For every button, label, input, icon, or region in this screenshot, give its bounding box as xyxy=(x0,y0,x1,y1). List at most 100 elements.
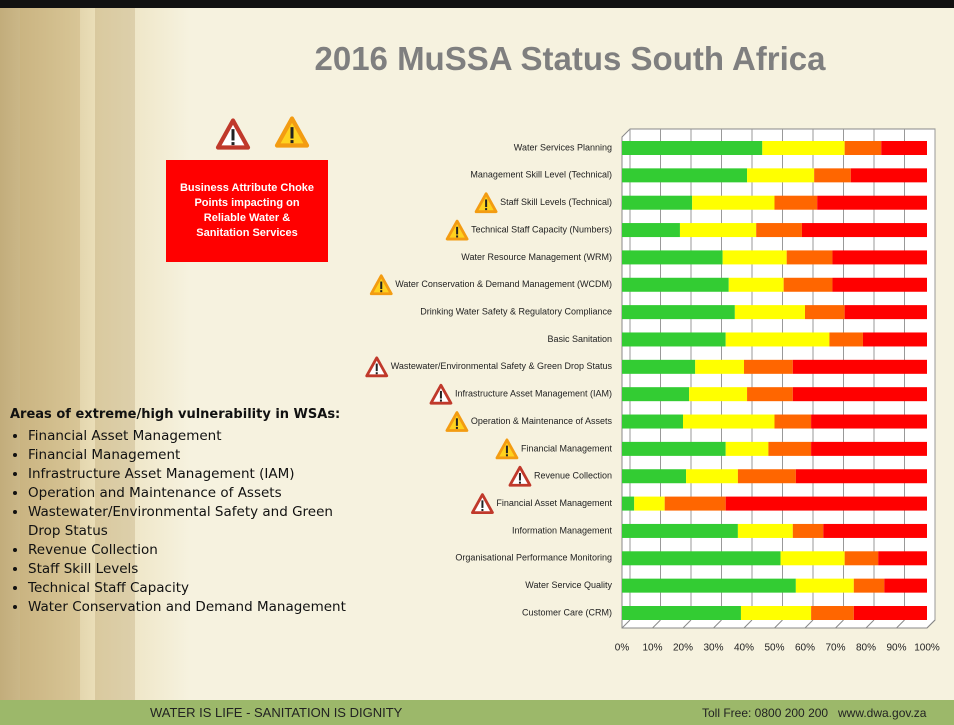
y-tick-label: Financial Asset Management xyxy=(496,498,612,508)
slogan: WATER IS LIFE - SANITATION IS DIGNITY xyxy=(150,705,402,720)
bar-segment xyxy=(823,524,927,538)
bar-segment xyxy=(738,524,793,538)
bar-segment xyxy=(832,278,927,292)
bar-segment xyxy=(814,168,851,182)
bar-segment xyxy=(622,415,683,429)
warning-icon xyxy=(506,454,508,456)
bar-segment xyxy=(723,250,787,264)
y-tick-label: Water Resource Management (WRM) xyxy=(461,252,612,262)
warning-icon xyxy=(456,418,458,426)
bar-segment xyxy=(756,223,802,237)
bar-segment xyxy=(735,305,805,319)
bar-segment xyxy=(802,223,927,237)
bar-segment xyxy=(793,360,927,374)
warning-icon xyxy=(456,427,458,429)
x-tick-label: 40% xyxy=(734,643,754,654)
bar-segment xyxy=(726,497,927,511)
bar-segment xyxy=(726,332,830,346)
bar-segment xyxy=(881,141,927,155)
bar-segment xyxy=(878,551,927,565)
x-tick-label: 90% xyxy=(886,643,906,654)
x-tick-label: 70% xyxy=(825,643,845,654)
warning-icon xyxy=(481,509,483,511)
y-tick-label: Infrastructure Asset Management (IAM) xyxy=(455,389,612,399)
bar-segment xyxy=(768,442,811,456)
bar-segment xyxy=(845,141,882,155)
bar-segment xyxy=(762,141,844,155)
warning-icon xyxy=(376,372,378,374)
x-tick-label: 100% xyxy=(914,643,940,654)
bar-segment xyxy=(796,469,927,483)
bar-segment xyxy=(817,196,927,210)
bar-segment xyxy=(622,305,735,319)
bar-segment xyxy=(726,442,769,456)
x-tick-label: 0% xyxy=(615,643,630,654)
bar-segment xyxy=(811,606,854,620)
bar-segment xyxy=(747,168,814,182)
bar-segment xyxy=(622,442,726,456)
list-item: Technical Staff Capacity xyxy=(28,579,355,598)
warning-icon xyxy=(506,446,508,454)
bar-segment xyxy=(738,469,796,483)
bar-segment xyxy=(729,278,784,292)
y-tick-label: Water Service Quality xyxy=(525,580,612,590)
y-tick-label: Staff Skill Levels (Technical) xyxy=(500,197,612,207)
warning-icon xyxy=(380,282,382,290)
x-tick-label: 50% xyxy=(764,643,784,654)
list-item: Financial Asset Management xyxy=(28,427,355,446)
y-tick-label: Information Management xyxy=(512,525,613,535)
bar-segment xyxy=(695,360,744,374)
bar-segment xyxy=(622,250,723,264)
warning-icon xyxy=(440,400,442,402)
bar-segment xyxy=(622,332,726,346)
bar-segment xyxy=(689,387,747,401)
bar-segment xyxy=(793,524,824,538)
bar-segment xyxy=(811,442,927,456)
phone: Toll Free: 0800 200 200 xyxy=(702,706,828,720)
warning-icon xyxy=(456,235,458,237)
bar-segment xyxy=(775,196,818,210)
warning-icon xyxy=(291,127,294,138)
x-tick-label: 10% xyxy=(642,643,662,654)
y-tick-label: Wastewater/Environmental Safety & Green … xyxy=(391,361,613,371)
bar-segment xyxy=(793,387,927,401)
bar-segment xyxy=(741,606,811,620)
x-tick-label: 80% xyxy=(856,643,876,654)
bar-segment xyxy=(686,469,738,483)
warning-icon xyxy=(376,364,378,372)
warning-icon xyxy=(232,129,235,140)
top-border xyxy=(0,0,954,8)
bar-segment xyxy=(622,141,762,155)
bar-segment xyxy=(622,551,781,565)
list-item: Revenue Collection xyxy=(28,541,355,560)
x-tick-label: 20% xyxy=(673,643,693,654)
footer: WATER IS LIFE - SANITATION IS DIGNITY To… xyxy=(0,700,954,725)
bar-segment xyxy=(845,551,879,565)
bar-segment xyxy=(811,415,927,429)
bar-segment xyxy=(744,360,793,374)
vulnerability-list: Areas of extreme/high vulnerability in W… xyxy=(10,407,355,617)
warning-icon xyxy=(485,199,487,207)
bar-segment xyxy=(622,469,686,483)
list-item: Wastewater/Environmental Safety and Gree… xyxy=(28,503,355,541)
y-tick-label: Organisational Performance Monitoring xyxy=(455,553,612,563)
bar-segment xyxy=(622,196,692,210)
list-item: Infrastructure Asset Management (IAM) xyxy=(28,465,355,484)
list: Financial Asset ManagementFinancial Mana… xyxy=(10,427,355,617)
list-heading: Areas of extreme/high vulnerability in W… xyxy=(10,407,355,423)
bar-segment xyxy=(884,579,927,593)
bar-segment xyxy=(680,223,756,237)
y-tick-label: Technical Staff Capacity (Numbers) xyxy=(471,224,612,234)
bar-segment xyxy=(854,579,885,593)
bar-segment xyxy=(845,305,927,319)
warning-icon xyxy=(440,391,442,399)
bar-segment xyxy=(622,223,680,237)
bar-segment xyxy=(665,497,726,511)
website: www.dwa.gov.za xyxy=(838,706,926,720)
slide: 0%10%20%30%40%50%60%70%80%90%100%Water S… xyxy=(0,0,954,725)
y-tick-label: Management Skill Level (Technical) xyxy=(470,170,612,180)
warning-icon xyxy=(485,208,487,210)
bar-segment xyxy=(622,524,738,538)
bar-segment xyxy=(692,196,774,210)
x-tick-label: 30% xyxy=(703,643,723,654)
